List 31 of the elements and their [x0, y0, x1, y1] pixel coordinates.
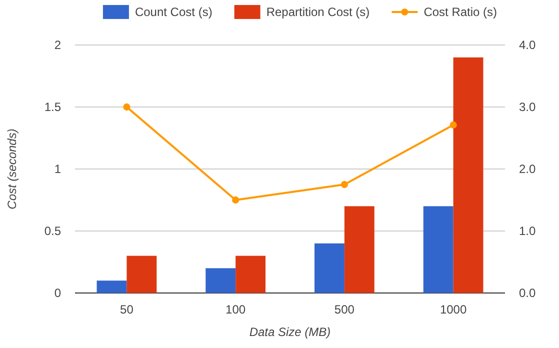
bar: [126, 256, 157, 293]
legend-label: Cost Ratio (s): [424, 5, 498, 19]
bar: [206, 268, 236, 293]
y-tick-label: 2: [54, 38, 62, 52]
y2-tick-label: 2.0: [519, 162, 536, 176]
bar: [423, 206, 454, 293]
x-tick-label: 100: [226, 302, 246, 317]
point: [123, 103, 130, 111]
bar: [96, 280, 127, 293]
bar: [314, 243, 344, 293]
bar: [453, 57, 484, 293]
x-axis-title: Data Size (MB): [249, 325, 331, 339]
x-tick-label: 1000: [440, 302, 467, 317]
point: [232, 196, 240, 204]
bar: [344, 206, 374, 293]
y2-tick-label: 1.0: [519, 224, 536, 238]
point: [450, 121, 457, 129]
legend-label: Count Cost (s): [134, 5, 212, 19]
y2-tick-label: 4.0: [519, 38, 536, 52]
bar: [236, 256, 266, 293]
x-tick-label: 50: [120, 302, 134, 317]
y2-tick-label: 3.0: [519, 100, 536, 114]
y-tick-label: 1.5: [44, 100, 62, 114]
y-axis-title: Cost (seconds): [5, 128, 19, 210]
y-tick-label: 1: [54, 162, 62, 176]
legend-label: Repartition Cost (s): [266, 5, 370, 19]
y-tick-label: 0: [54, 286, 62, 300]
x-tick-label: 500: [334, 302, 355, 317]
point: [340, 180, 348, 188]
y2-tick-label: 0.0: [519, 286, 536, 300]
y-tick-label: 0.5: [44, 224, 62, 238]
